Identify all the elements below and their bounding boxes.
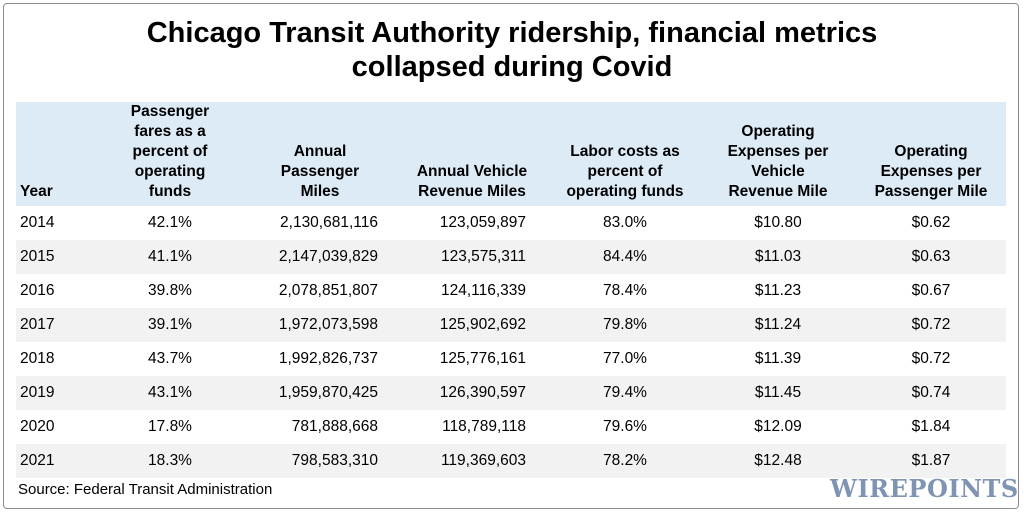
table-row: 2016 39.8% 2,078,851,807 124,116,339 78.4% $1…	[16, 274, 1006, 308]
cell-opex-vehicle-mile: $11.03	[754, 248, 802, 265]
cell-labor-pct: 83.0%	[603, 214, 647, 231]
cell-year: 2020	[20, 418, 55, 435]
cell-passenger-miles: 2,147,039,829	[278, 248, 378, 265]
chart-title: Chicago Transit Authority ridership, fin…	[0, 16, 1024, 84]
cell-opex-passenger-mile: $1.87	[911, 452, 951, 469]
cell-fares-pct: 39.8%	[148, 282, 192, 299]
cell-opex-passenger-mile: $0.72	[911, 316, 951, 333]
cell-passenger-miles: 1,972,073,598	[278, 316, 378, 333]
cell-year: 2021	[20, 452, 55, 469]
cell-passenger-miles: 2,078,851,807	[278, 282, 378, 299]
cell-opex-passenger-mile: $1.84	[911, 418, 951, 435]
col-header-vehicle-miles: Annual Vehicle Revenue Miles	[416, 163, 528, 200]
cell-year: 2017	[20, 316, 55, 333]
cell-labor-pct: 79.8%	[603, 316, 647, 333]
cell-passenger-miles: 2,130,681,116	[280, 214, 378, 231]
cell-year: 2018	[20, 350, 55, 367]
cell-vehicle-miles: 123,575,311	[440, 248, 526, 265]
cell-opex-vehicle-mile: $11.39	[754, 350, 802, 367]
cell-opex-vehicle-mile: $11.45	[754, 384, 802, 401]
cell-labor-pct: 77.0%	[603, 350, 647, 367]
header-row: Year Passenger fares as a percent of ope…	[16, 102, 1006, 206]
cell-fares-pct: 41.1%	[148, 248, 192, 265]
cell-passenger-miles: 798,583,310	[291, 452, 378, 469]
table-row: 2015 41.1% 2,147,039,829 123,575,311 84.4% $1…	[16, 240, 1006, 274]
cell-year: 2019	[20, 384, 55, 401]
cell-opex-vehicle-mile: $11.23	[754, 282, 802, 299]
col-header-opex-vehicle-mile: Operating Expenses per Vehicle Revenue M…	[727, 123, 829, 200]
cell-labor-pct: 78.4%	[603, 282, 647, 299]
col-header-passenger-miles: Annual Passenger Miles	[280, 143, 360, 200]
cell-fares-pct: 39.1%	[148, 316, 192, 333]
table-row: 2021 18.3% 798,583,310 119,369,603 78.2% $12.…	[16, 444, 1006, 478]
cell-year: 2016	[20, 282, 55, 299]
cell-fares-pct: 42.1%	[148, 214, 192, 231]
cell-fares-pct: 18.3%	[148, 452, 192, 469]
cell-opex-passenger-mile: $0.67	[911, 282, 951, 299]
cell-labor-pct: 79.6%	[603, 418, 647, 435]
cell-opex-passenger-mile: $0.72	[911, 350, 951, 367]
table-row: 2020 17.8% 781,888,668 118,789,118 79.6% $12.…	[16, 410, 1006, 444]
cell-vehicle-miles: 118,789,118	[442, 418, 526, 435]
col-header-opex-passenger-mile: Operating Expenses per Passenger Mile	[874, 143, 988, 200]
cell-opex-passenger-mile: $0.62	[911, 214, 951, 231]
cell-vehicle-miles: 124,116,339	[440, 282, 526, 299]
table-body: 2014 42.1% 2,130,681,116 123,059,897 83.0% $1…	[16, 206, 1006, 478]
cell-opex-vehicle-mile: $12.09	[754, 418, 802, 435]
wirepoints-logo: WIREPOINTS	[830, 474, 1019, 503]
cell-vehicle-miles: 123,059,897	[439, 214, 526, 231]
cell-vehicle-miles: 126,390,597	[439, 384, 526, 401]
table-row: 2018 43.7% 1,992,826,737 125,776,161 77.0% $1…	[16, 342, 1006, 376]
cell-vehicle-miles: 125,902,692	[439, 316, 526, 333]
cell-opex-vehicle-mile: $10.80	[754, 214, 802, 231]
table-row: 2014 42.1% 2,130,681,116 123,059,897 83.0% $1…	[16, 206, 1006, 240]
cell-fares-pct: 43.1%	[148, 384, 192, 401]
chart-frame	[3, 3, 1019, 509]
cell-labor-pct: 84.4%	[603, 248, 647, 265]
table-row: 2017 39.1% 1,972,073,598 125,902,692 79.8% $1…	[16, 308, 1006, 342]
title-line-2: collapsed during Covid	[351, 51, 673, 83]
cell-passenger-miles: 1,992,826,737	[278, 350, 378, 367]
cell-opex-passenger-mile: $0.74	[911, 384, 951, 401]
cell-passenger-miles: 781,888,668	[291, 418, 378, 435]
data-table: Year Passenger fares as a percent of ope…	[16, 102, 1006, 478]
cell-opex-vehicle-mile: $12.48	[754, 452, 802, 469]
source-note: Source: Federal Transit Administration	[18, 481, 273, 498]
cell-opex-passenger-mile: $0.63	[911, 248, 951, 265]
cell-labor-pct: 78.2%	[603, 452, 647, 469]
cell-fares-pct: 17.8%	[148, 418, 192, 435]
cell-passenger-miles: 1,959,870,425	[278, 384, 378, 401]
table-row: 2019 43.1% 1,959,870,425 126,390,597 79.4% $1…	[16, 376, 1006, 410]
col-header-labor-pct: Labor costs as percent of operating fund…	[566, 143, 684, 200]
cell-opex-vehicle-mile: $11.24	[754, 316, 802, 333]
cell-year: 2015	[20, 248, 55, 265]
cell-fares-pct: 43.7%	[148, 350, 192, 367]
cell-labor-pct: 79.4%	[603, 384, 647, 401]
cell-vehicle-miles: 125,776,161	[439, 350, 526, 367]
col-header-fares-pct: Passenger fares as a percent of operatin…	[130, 103, 210, 200]
cell-vehicle-miles: 119,369,603	[440, 452, 526, 469]
col-header-year: Year	[20, 183, 53, 200]
title-line-1: Chicago Transit Authority ridership, fin…	[146, 17, 878, 49]
cell-year: 2014	[20, 214, 55, 231]
